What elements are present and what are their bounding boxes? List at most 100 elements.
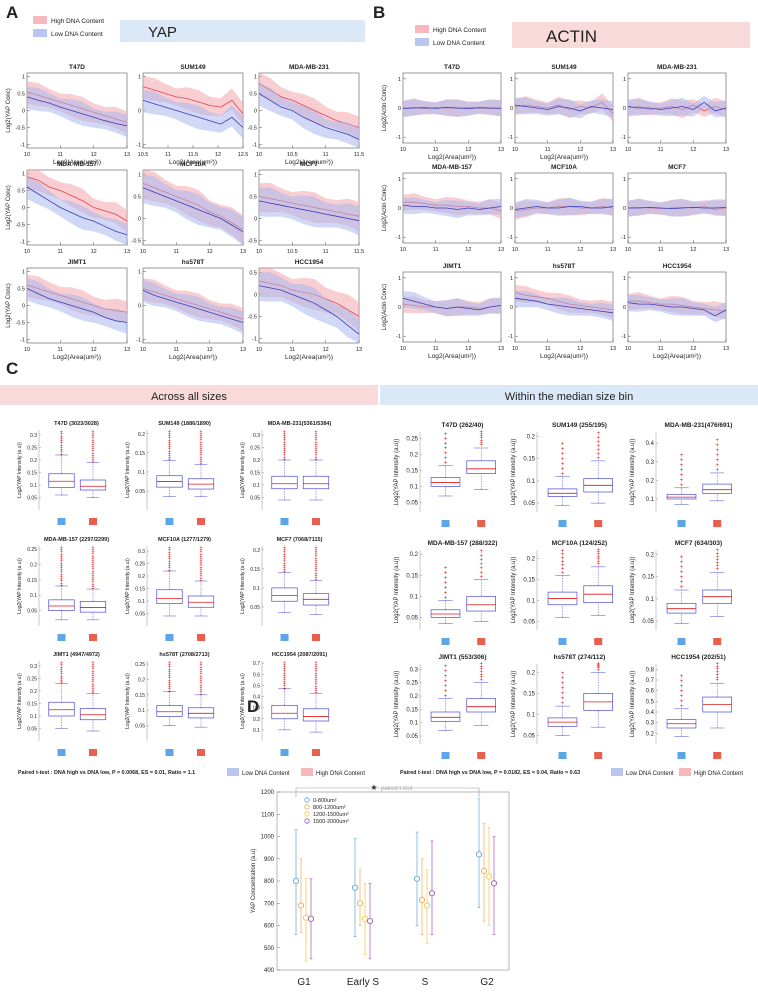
- y-axis-label: Log2(YAP Intensity (a.u)): [240, 558, 246, 614]
- outlier-marker: +: [479, 436, 483, 442]
- y-tick-label: 800: [264, 879, 275, 885]
- outlier-marker: +: [715, 664, 719, 670]
- x-tick-label: 10: [140, 249, 146, 255]
- y-tick-label: -1: [20, 338, 25, 344]
- footer-right-low-label: Low DNA Content: [626, 771, 674, 777]
- x-tick-label: 13: [723, 147, 729, 153]
- outlier-marker: +: [92, 678, 95, 684]
- subplot-title: MCF7: [300, 161, 318, 168]
- outlier-marker: +: [92, 580, 95, 586]
- outlier-marker: +: [315, 567, 318, 573]
- y-tick-label: 0.3: [253, 433, 260, 439]
- outlier-marker: +: [200, 444, 203, 450]
- y-tick-label: 0.15: [406, 707, 418, 713]
- subplot-title: SUM149 (1886/1890): [158, 421, 211, 427]
- outlier-marker: +: [479, 429, 483, 435]
- outlier-marker: +: [92, 440, 95, 446]
- outlier-marker: +: [315, 549, 318, 555]
- outlier-marker: +: [168, 671, 171, 677]
- outlier-marker: +: [92, 571, 95, 577]
- outlier-marker: +: [479, 675, 483, 681]
- outlier-marker: +: [315, 554, 318, 560]
- outlier-marker: +: [283, 554, 286, 560]
- outlier-marker: +: [200, 440, 203, 446]
- outlier-marker: +: [283, 563, 286, 569]
- outlier-marker: +: [479, 441, 483, 447]
- y-tick-label: 0: [398, 305, 401, 311]
- outlier-marker: +: [479, 549, 483, 555]
- y-tick-label: 0.25: [406, 681, 418, 687]
- y-tick-label: 700: [264, 901, 275, 907]
- x-tick-label: 11: [545, 147, 551, 153]
- outlier-marker: +: [596, 552, 600, 558]
- y-tick-label: 1: [510, 77, 513, 83]
- outlier-marker: +: [315, 451, 318, 457]
- low-mean-line: [514, 104, 614, 112]
- panel-label-c: C: [6, 359, 18, 378]
- outlier-marker: +: [479, 566, 483, 572]
- low-band: [515, 197, 613, 219]
- outlier-marker: +: [60, 572, 63, 578]
- high-dna-marker: [89, 634, 97, 641]
- y-tick-label: 0.15: [523, 457, 535, 463]
- outlier-marker: +: [60, 556, 63, 562]
- panel-a-subplot-jimt1: JIMT1 -1 -0.5 0 0.5 1 10 11 12 13 Log2(YAP Conc) Lo…: [6, 259, 130, 361]
- outlier-marker: +: [444, 576, 448, 582]
- outlier-marker: +: [444, 674, 448, 680]
- outlier-marker: +: [315, 575, 318, 581]
- subplot-title: HCC1954 (2087/2091): [272, 652, 328, 658]
- subplot-title: MCF10A: [180, 161, 206, 168]
- panel-c-right-subplot-3: MDA-MB-157 (288/322) 0.05 0.1 0.15 0.2 Log2(Y…: [394, 540, 497, 645]
- outlier-marker: +: [60, 667, 63, 673]
- x-tick-label: 12: [465, 147, 471, 153]
- outlier-marker: +: [60, 581, 63, 587]
- x-axis-label: Log2(Area(um²)): [540, 154, 588, 161]
- outlier-marker: +: [283, 673, 286, 679]
- outlier-marker: +: [715, 673, 719, 679]
- outlier-marker: +: [168, 662, 171, 668]
- outlier-marker: +: [60, 450, 63, 456]
- x-tick-label: 11: [57, 249, 63, 255]
- y-tick-label: 0.5: [646, 699, 655, 705]
- outlier-marker: +: [283, 664, 286, 670]
- outlier-marker: +: [680, 458, 684, 464]
- outlier-marker: +: [596, 547, 600, 553]
- outlier-marker: +: [283, 660, 286, 666]
- outlier-marker: +: [283, 556, 286, 562]
- y-tick-label: 0.8: [646, 667, 655, 673]
- outlier-marker: +: [479, 672, 483, 678]
- x-tick-label: 11.5: [188, 152, 198, 158]
- outlier-marker: +: [92, 547, 95, 553]
- y-tick-label: 0.2: [30, 562, 37, 568]
- y-tick-label: -1: [136, 338, 141, 344]
- y-tick-label: 1000: [261, 835, 275, 841]
- data-point: [480, 867, 488, 875]
- panel-c-right-subplot-7: hs578T (274/112) 0.05 0.1 0.15 0.2 Log2(YAP I…: [511, 654, 613, 759]
- high-dna-marker: [312, 518, 320, 525]
- outlier-marker: +: [283, 552, 286, 558]
- y-tick-label: 0.5: [17, 286, 25, 292]
- y-axis-label: Log2(YAP Intensity (a.u)): [394, 439, 400, 506]
- iqr-box: [666, 493, 697, 500]
- panel-label-b: B: [373, 3, 385, 22]
- subplot-title: hs578T: [553, 263, 575, 270]
- high-dna-marker: [89, 518, 97, 525]
- x-tick-label: 11: [173, 347, 179, 353]
- y-tick-label: 0.05: [406, 500, 418, 506]
- outlier-marker: +: [168, 673, 171, 679]
- y-tick-label: 0.05: [135, 724, 145, 730]
- y-tick-label: -1: [621, 235, 626, 241]
- iqr-box: [187, 707, 215, 719]
- outlier-marker: +: [92, 680, 95, 686]
- x-axis-label: Log2(Area(um²)): [540, 353, 588, 360]
- outlier-marker: +: [168, 566, 171, 572]
- outlier-marker: +: [444, 571, 448, 577]
- outlier-marker: +: [479, 443, 483, 449]
- panel-c-right-subplot-8: HCC1954 (202/51) 0.2 0.3 0.4 0.5 0.6 0.7 0.8 Log…: [630, 654, 732, 759]
- y-axis-label: Log2(YAP Intensity (a.u)): [630, 439, 636, 506]
- x-axis-label: Log2(Area(um²)): [285, 354, 333, 361]
- outlier-marker: +: [715, 561, 719, 567]
- low-mean-line: [628, 206, 727, 210]
- x-tick-label: 10: [625, 346, 631, 352]
